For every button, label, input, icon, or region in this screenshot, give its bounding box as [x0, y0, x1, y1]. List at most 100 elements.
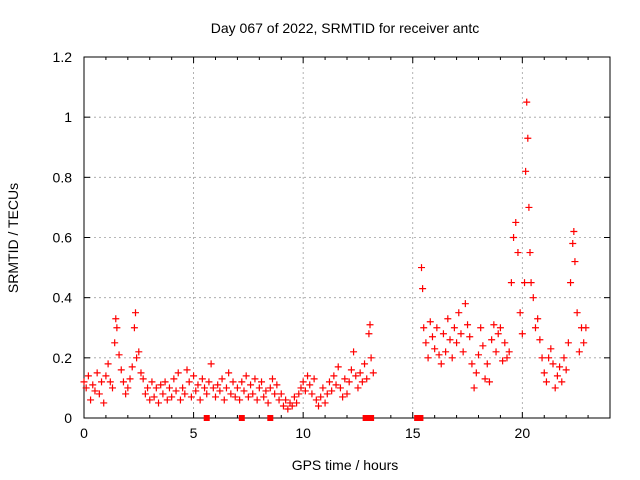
data-point: [538, 354, 546, 362]
data-points: [80, 98, 590, 421]
data-point: [112, 315, 120, 323]
data-point: [580, 339, 588, 347]
x-tick-label: 5: [190, 425, 198, 441]
data-point: [284, 405, 292, 413]
data-point: [126, 375, 134, 383]
data-point: [293, 399, 301, 407]
data-point: [93, 369, 101, 377]
data-point: [488, 336, 496, 344]
data-point: [332, 381, 340, 389]
data-point: [522, 167, 530, 175]
data-point: [466, 333, 474, 341]
data-point: [582, 324, 590, 332]
data-point: [106, 378, 114, 386]
gap-marker: [362, 415, 369, 421]
data-point: [350, 348, 358, 356]
data-point: [531, 324, 539, 332]
data-point: [457, 330, 465, 338]
data-point: [455, 309, 463, 317]
data-point: [227, 390, 235, 398]
data-point: [524, 134, 532, 142]
data-point: [366, 321, 374, 329]
data-point: [260, 393, 268, 401]
y-tick-label: 1: [64, 109, 72, 125]
data-point: [367, 354, 375, 362]
data-point: [459, 348, 467, 356]
data-point: [304, 372, 312, 380]
data-point: [155, 399, 163, 407]
y-tick-label: 0.6: [53, 230, 73, 246]
data-point: [279, 402, 287, 410]
data-point: [317, 393, 325, 401]
chart-title: Day 067 of 2022, SRMTID for receiver ant…: [211, 20, 479, 36]
data-point: [483, 360, 491, 368]
data-point: [264, 399, 272, 407]
data-point: [496, 324, 504, 332]
data-point: [444, 315, 452, 323]
data-point: [102, 372, 110, 380]
data-point: [525, 203, 533, 211]
data-point: [526, 249, 534, 257]
data-point: [540, 369, 548, 377]
data-point: [130, 324, 138, 332]
data-point: [448, 354, 456, 362]
gap-marker: [417, 415, 424, 421]
data-point: [295, 390, 303, 398]
data-point: [545, 354, 553, 362]
y-tick-label: 1.2: [53, 49, 73, 65]
data-point: [536, 336, 544, 344]
data-point: [492, 348, 500, 356]
x-tick-label: 0: [80, 425, 88, 441]
gap-marker: [414, 415, 421, 421]
data-point: [431, 345, 439, 353]
data-point: [435, 351, 443, 359]
data-point: [98, 378, 106, 386]
data-point: [251, 375, 259, 383]
data-point: [315, 402, 323, 410]
data-point: [141, 390, 149, 398]
data-point: [172, 387, 180, 395]
data-point: [437, 360, 445, 368]
data-point: [549, 360, 557, 368]
data-point: [308, 390, 316, 398]
data-point: [475, 351, 482, 359]
gap-marker: [238, 415, 245, 421]
data-point: [352, 372, 360, 380]
data-point: [330, 372, 338, 380]
data-point: [100, 399, 108, 407]
data-point: [242, 372, 250, 380]
data-point: [325, 378, 333, 386]
data-point: [183, 366, 191, 374]
data-point: [198, 375, 206, 383]
data-point: [240, 387, 248, 395]
data-point: [255, 384, 263, 392]
y-tick-label: 0: [64, 410, 72, 426]
data-point: [446, 336, 454, 344]
data-point: [273, 381, 281, 389]
data-point: [218, 375, 226, 383]
data-point: [341, 375, 349, 383]
data-point: [179, 384, 187, 392]
data-point: [133, 354, 141, 362]
data-point: [159, 390, 167, 398]
data-point: [95, 390, 103, 398]
data-point: [185, 378, 193, 386]
data-point: [567, 279, 575, 287]
data-point: [534, 315, 542, 323]
x-tick-label: 20: [515, 425, 531, 441]
y-tick-label: 0.4: [53, 290, 73, 306]
data-point: [477, 324, 485, 332]
data-point: [310, 375, 318, 383]
data-point: [319, 384, 327, 392]
data-point: [450, 324, 458, 332]
data-point: [108, 384, 116, 392]
data-point: [558, 378, 566, 386]
data-point: [194, 381, 202, 389]
data-point: [336, 384, 344, 392]
data-point: [231, 393, 239, 401]
data-point: [439, 330, 447, 338]
data-point: [523, 98, 531, 106]
data-point: [253, 396, 261, 404]
data-point: [547, 345, 555, 353]
